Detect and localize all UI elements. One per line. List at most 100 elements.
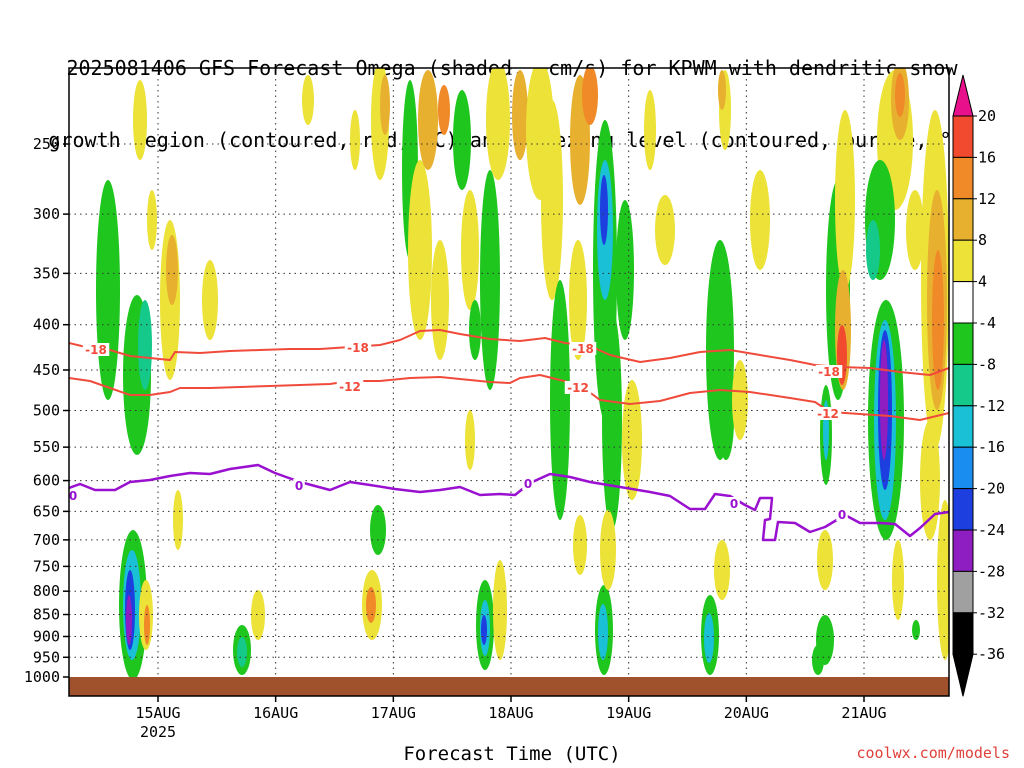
ytick-label-950: 950: [33, 648, 60, 666]
omega-cell-89: [932, 250, 944, 390]
omega-cell-90: [920, 420, 940, 540]
omega-cell-12: [144, 605, 150, 645]
contour-label-bg-4: [336, 380, 364, 393]
omega-cell-61: [714, 540, 730, 600]
omega-cell-69: [835, 110, 855, 290]
colorbar-label-8: -16: [978, 438, 1005, 456]
xtick-label-19AUG: 19AUG: [606, 704, 651, 722]
omega-cell-83: [895, 73, 905, 117]
omega-cell-2: [138, 300, 152, 390]
omega-cell-60: [718, 380, 734, 460]
omega-cell-5: [133, 80, 147, 160]
plot-frame: [68, 67, 950, 697]
colorbar-segment-8: [952, 446, 974, 490]
omega-cell-25: [370, 505, 386, 555]
ytick-label-800: 800: [33, 582, 60, 600]
contour-label-0: -18: [85, 343, 107, 357]
colorbar-segment-1: [952, 156, 974, 200]
contour-label-bg-3: [815, 365, 843, 378]
site-credit[interactable]: coolwx.com/models: [856, 744, 1010, 762]
omega-cell-76: [812, 645, 824, 675]
omega-cell-91: [937, 500, 949, 660]
omega-cell-39: [493, 560, 507, 660]
omega-cell-54: [622, 380, 642, 500]
xtick-label-18AUG: 18AUG: [488, 704, 533, 722]
ytick-label-550: 550: [33, 438, 60, 456]
contour-label-11: 0: [838, 508, 846, 522]
omega-cell-30: [453, 90, 471, 190]
omega-cell-38: [481, 615, 487, 645]
xtick-label-16AUG: 16AUG: [253, 704, 298, 722]
omega-cell-19: [380, 75, 390, 135]
omega-cell-22: [418, 70, 438, 170]
omega-cell-6: [202, 260, 218, 340]
omega-cell-16: [173, 490, 183, 550]
colorbar-segment-10: [952, 529, 974, 572]
colorbar-label-3: 8: [978, 231, 987, 249]
colorbar-cap-top: [952, 74, 974, 117]
omega-cell-43: [550, 280, 570, 520]
ground-band: [69, 677, 949, 696]
contour-label-4: -12: [339, 380, 361, 394]
omega-cell-45: [569, 240, 587, 360]
xtick-label-17AUG: 17AUG: [371, 704, 416, 722]
contour-label-2: -18: [572, 342, 594, 356]
ytick-label-250: 250: [33, 135, 60, 153]
ytick-label-450: 450: [33, 361, 60, 379]
contour-minus18-line: [69, 329, 949, 376]
omega-cell-28: [350, 110, 360, 170]
omega-cell-24: [438, 85, 450, 135]
omega-cell-53: [616, 200, 634, 340]
colorbar-label-7: -12: [978, 397, 1005, 415]
contour-label-6: -12: [817, 407, 839, 421]
omega-colorbar: 20 16 12 8 4 -4 -8 -12 -16 -20 -24 -28 -32 -36: [952, 74, 1005, 697]
xtick-year-label: 2025: [140, 723, 176, 741]
omega-cell-29: [302, 75, 314, 125]
omega-cell-67: [732, 360, 748, 440]
freezing-level-line: [69, 463, 949, 542]
contour-layer: -18 -18 -18 -18 -12 -12 -12 0 0 0 0 0: [69, 329, 949, 542]
colorbar-label-6: -8: [978, 355, 996, 373]
omega-cell-40: [465, 410, 475, 470]
ytick-label-400: 400: [33, 316, 60, 334]
ytick-label-700: 700: [33, 531, 60, 549]
pressure-axis: 250 300 350 400 450 500 550 600 650 700 750 800 850 9…: [24, 135, 69, 686]
omega-cell-27: [366, 587, 376, 623]
contour-label-1: -18: [347, 341, 369, 355]
xtick-label-15AUG: 15AUG: [135, 704, 180, 722]
contour-label-bg-6: [814, 407, 842, 420]
ytick-label-750: 750: [33, 557, 60, 575]
contour-label-bg-7: [69, 489, 79, 502]
omega-cell-49: [600, 175, 608, 245]
contour-label-10: 0: [730, 497, 738, 511]
colorbar-segment-5: [952, 322, 974, 365]
omega-cell-65: [718, 70, 726, 110]
contour-minus12-line: [69, 374, 949, 421]
colorbar-label-1: 16: [978, 148, 996, 166]
colorbar-segment-9: [952, 488, 974, 531]
xtick-label-20AUG: 20AUG: [724, 704, 769, 722]
contour-label-7: 0: [69, 489, 77, 503]
colorbar-segment-2: [952, 198, 974, 241]
omega-cell-55: [600, 510, 616, 590]
omega-cell-57: [644, 90, 656, 170]
omega-cell-58: [655, 195, 675, 265]
omega-cell-66: [750, 170, 770, 270]
omega-cell-0: [96, 180, 120, 400]
ytick-label-350: 350: [33, 264, 60, 282]
contour-label-9: 0: [524, 477, 532, 491]
colorbar-segment-11: [952, 570, 974, 614]
omega-cell-56: [573, 515, 587, 575]
colorbar-segment-3: [952, 239, 974, 283]
contour-label-bg-2: [569, 342, 597, 355]
omega-cell-52: [598, 604, 608, 660]
colorbar-label-10: -24: [978, 521, 1005, 539]
colorbar-segment-0: [952, 115, 974, 158]
colorbar-label-2: 12: [978, 190, 996, 208]
omega-cell-10: [126, 595, 132, 645]
ytick-label-500: 500: [33, 402, 60, 420]
ytick-label-650: 650: [33, 502, 60, 520]
colorbar-label-0: 20: [978, 107, 996, 125]
ytick-label-600: 600: [33, 472, 60, 490]
